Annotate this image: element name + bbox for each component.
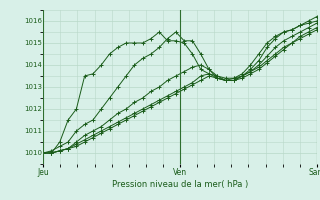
X-axis label: Pression niveau de la mer( hPa ): Pression niveau de la mer( hPa ) — [112, 180, 248, 189]
